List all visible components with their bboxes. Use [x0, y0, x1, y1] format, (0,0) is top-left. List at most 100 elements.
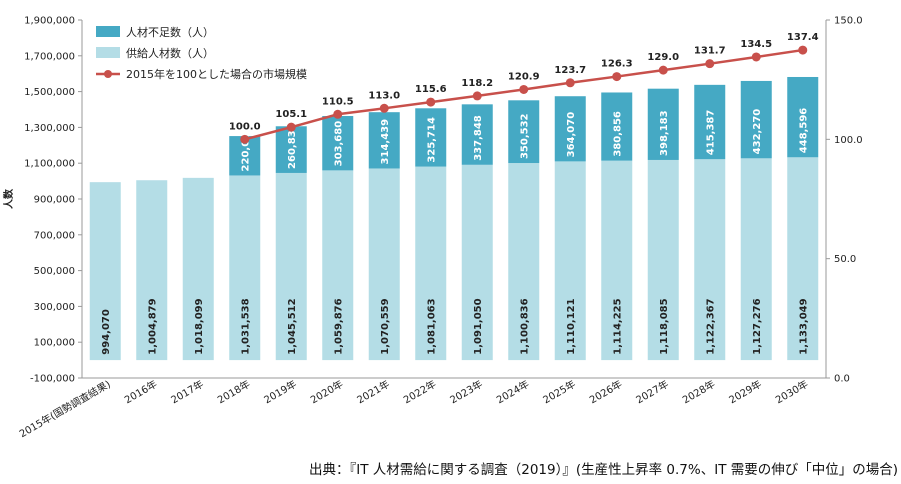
legend-label-supply: 供給人材数（人）	[126, 46, 214, 60]
index-value-label: 131.7	[694, 46, 726, 57]
x-tick-label: 2018年	[215, 377, 252, 406]
supply-value-label: 1,100,836	[520, 298, 531, 354]
x-tick-label: 2023年	[448, 377, 485, 406]
bar-supply	[647, 159, 679, 361]
y-tick-label: -100,000	[30, 374, 75, 385]
bar-supply	[415, 166, 447, 361]
index-point	[751, 52, 761, 62]
bar-supply	[89, 182, 121, 361]
y-tick-label: 1,300,000	[24, 123, 75, 134]
legend-label-index: 2015年を100とした場合の市場規模	[126, 67, 307, 81]
y-tick-label: 500,000	[34, 266, 75, 277]
x-tick-label: 2017年	[169, 377, 206, 406]
legend-swatch-supply	[96, 47, 120, 58]
bar-shortage	[368, 112, 400, 169]
bar-shortage	[275, 126, 307, 173]
supply-value-label: 1,122,367	[706, 298, 717, 354]
x-tick-label: 2020年	[308, 377, 345, 406]
y2-tick-label: 150.0	[834, 16, 863, 27]
bar-supply	[136, 180, 168, 361]
shortage-value-label: 303,680	[334, 121, 345, 167]
index-point	[612, 72, 622, 82]
shortage-value-label: 398,183	[659, 110, 670, 156]
bar-supply	[694, 159, 726, 361]
index-point	[705, 59, 715, 69]
source-note: 出典：『IT 人材需給に関する調査（2019）』(生産性上昇率 0.7%、IT …	[308, 462, 898, 478]
supply-value-label: 1,114,225	[613, 298, 624, 354]
x-tick-label: 2016年	[122, 377, 159, 406]
index-point	[658, 65, 668, 75]
index-value-label: 118.2	[461, 78, 493, 89]
y-tick-label: 300,000	[34, 302, 75, 313]
index-point	[565, 78, 575, 88]
supply-value-label: 1,133,049	[799, 298, 810, 354]
bar-supply	[229, 175, 261, 361]
shortage-value-label: 432,270	[752, 109, 763, 155]
shortage-value-label: 415,387	[706, 110, 717, 156]
shortage-value-label: 325,714	[427, 117, 438, 163]
shortage-value-label: 448,596	[799, 108, 810, 154]
index-value-label: 120.9	[508, 71, 540, 82]
index-point	[798, 45, 808, 55]
bar-supply	[787, 157, 819, 361]
bar-supply	[182, 177, 214, 361]
shortage-value-label: 337,848	[473, 115, 484, 161]
index-point	[379, 103, 389, 113]
index-point	[426, 97, 436, 107]
index-value-label: 129.0	[647, 52, 679, 63]
supply-value-label: 1,059,876	[334, 298, 345, 354]
supply-value-label: 1,081,063	[427, 298, 438, 354]
supply-value-label: 1,045,512	[287, 298, 298, 354]
index-value-label: 100.0	[229, 121, 261, 132]
shortage-value-label: 364,070	[566, 112, 577, 158]
bar-shortage	[461, 104, 493, 165]
supply-value-label: 994,070	[101, 309, 112, 355]
index-value-label: 110.5	[322, 96, 354, 107]
bar-supply	[368, 168, 400, 361]
shortage-value-label: 350,532	[520, 113, 531, 159]
bar-shortage	[508, 100, 540, 164]
shortage-value-label: 260,835	[287, 123, 298, 169]
index-value-label: 113.0	[368, 90, 400, 101]
bar-shortage	[740, 80, 772, 159]
x-tick-label: 2029年	[727, 377, 764, 406]
index-point	[472, 91, 482, 101]
legend-swatch-shortage	[96, 26, 120, 37]
y-tick-label: 1,900,000	[24, 16, 75, 27]
index-point	[519, 84, 529, 94]
bar-supply	[740, 158, 772, 361]
index-value-label: 123.7	[554, 65, 586, 76]
x-tick-label: 2019年	[262, 377, 299, 406]
supply-value-label: 1,091,050	[473, 298, 484, 354]
supply-value-label: 1,004,879	[148, 298, 159, 354]
bar-supply	[601, 160, 633, 361]
bar-supply	[461, 164, 493, 361]
index-value-label: 105.1	[275, 109, 307, 120]
index-point	[240, 134, 250, 144]
supply-value-label: 1,018,099	[194, 298, 205, 354]
supply-value-label: 1,127,276	[752, 298, 763, 354]
y2-tick-label: 100.0	[834, 135, 863, 146]
y-tick-label: 1,500,000	[24, 87, 75, 98]
supply-value-label: 1,110,121	[566, 298, 577, 354]
bar-shortage	[601, 92, 633, 161]
x-tick-label: 2015年(国勢調査結果)	[17, 377, 113, 440]
shortage-value-label: 380,856	[613, 111, 624, 157]
index-point	[286, 122, 296, 132]
bar-supply	[322, 170, 354, 361]
bar-shortage	[787, 76, 819, 158]
legend-label-shortage: 人材不足数（人）	[126, 25, 214, 39]
supply-value-label: 1,118,085	[659, 298, 670, 354]
y-tick-label: 900,000	[34, 195, 75, 206]
x-tick-label: 2027年	[634, 377, 671, 406]
legend-marker-index	[104, 70, 112, 78]
y-tick-label: 1,700,000	[24, 51, 75, 62]
shortage-value-label: 220,000	[241, 126, 252, 172]
bar-shortage	[415, 108, 447, 167]
bar-supply	[275, 172, 307, 361]
y2-tick-label: 50.0	[834, 254, 856, 265]
bar-shortage	[694, 84, 726, 160]
index-value-label: 137.4	[787, 32, 819, 43]
